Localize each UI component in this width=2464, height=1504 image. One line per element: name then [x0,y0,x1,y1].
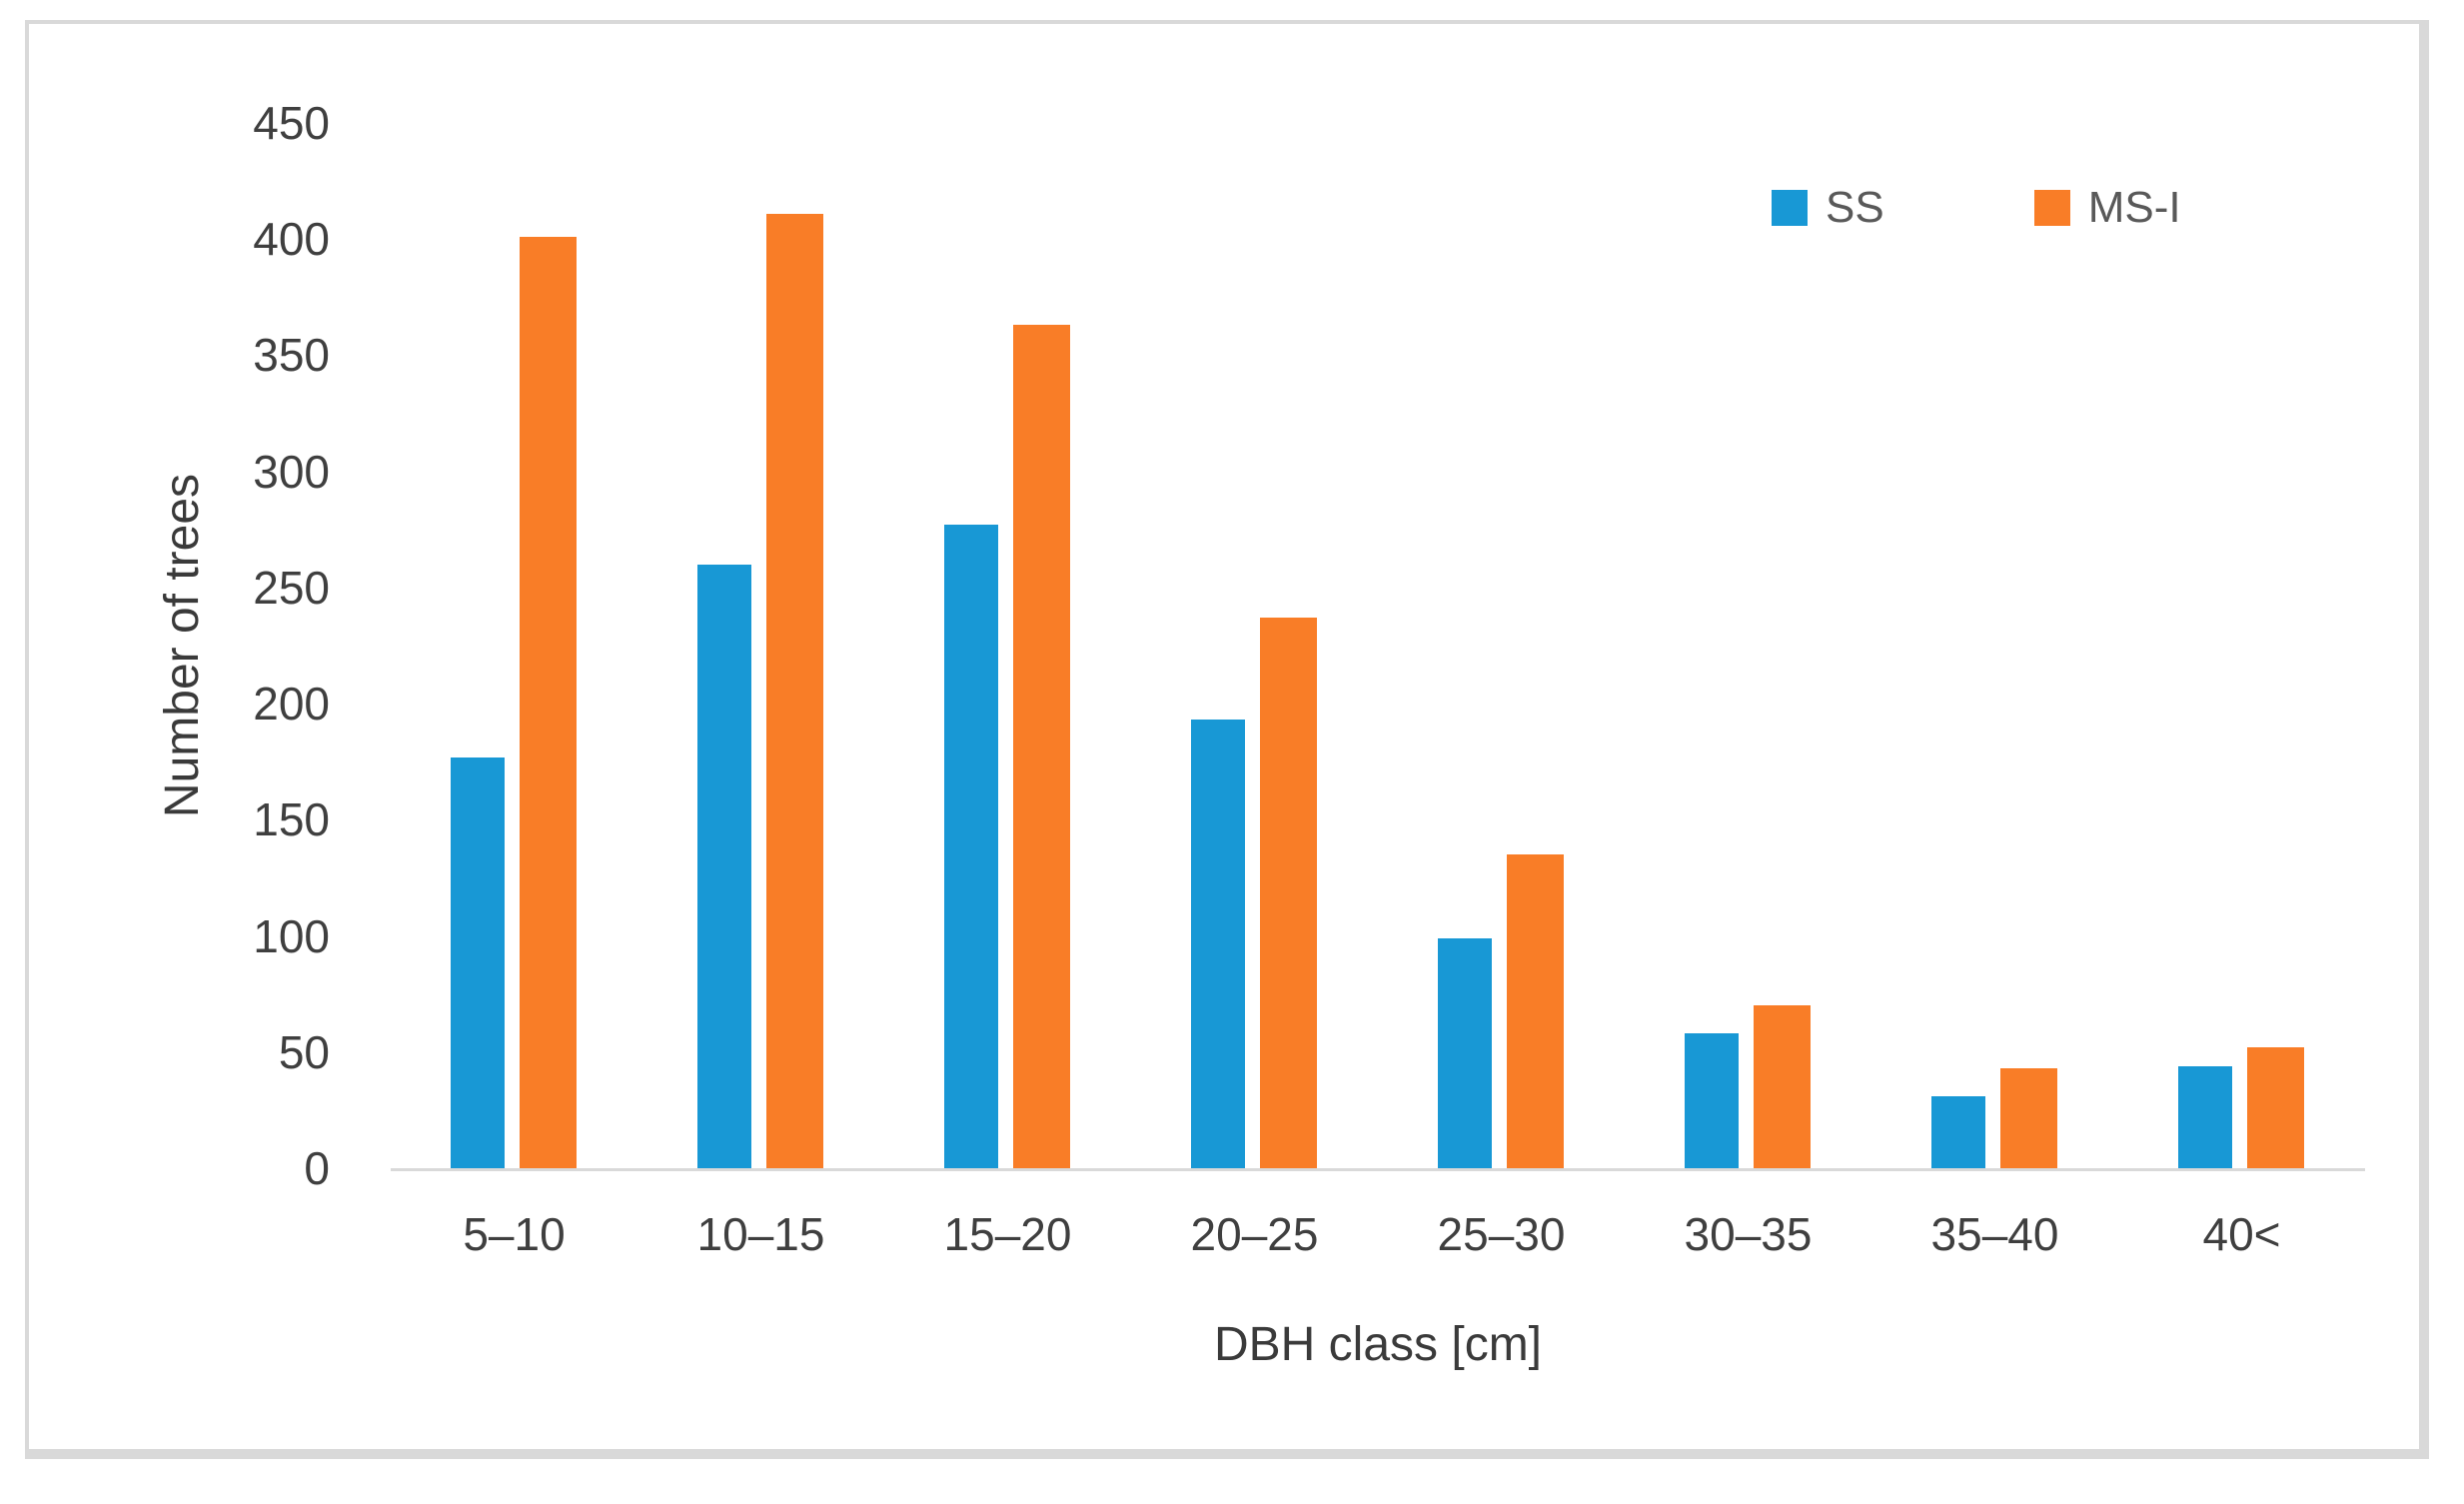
y-tick-label: 100 [253,909,330,962]
plot-area [391,123,2365,1171]
y-tick-label: 250 [253,561,330,614]
bar-ss-5–10 [451,756,505,1168]
bar-ms-i-10–15 [766,213,823,1168]
x-tick-label: 10–15 [696,1208,825,1260]
legend-label: MS-I [2087,183,2181,232]
bar-ms-i-15–20 [1013,325,1070,1168]
bar-ms-i-5–10 [520,236,577,1168]
y-tick-label: 50 [278,1025,330,1078]
x-tick-label: 30–35 [1684,1208,1813,1260]
y-tick-label: 150 [253,793,330,846]
bar-ss-30–35 [1685,1033,1739,1168]
legend-item-ms-i: MS-I [2033,183,2181,232]
bar-ss-40< [2178,1065,2232,1168]
y-tick-label: 200 [253,678,330,731]
y-tick-label: 0 [304,1142,330,1194]
legend-swatch-ms-i [2033,190,2070,226]
legend-label: SS [1826,183,1884,232]
x-axis-line [391,1168,2365,1171]
x-axis-title: DBH class [cm] [1213,1318,1543,1371]
x-tick-label: 25–30 [1437,1208,1566,1260]
y-tick-label: 300 [253,445,330,498]
x-tick-label: 15–20 [943,1208,1072,1260]
bar-ms-i-40< [2247,1047,2304,1168]
bar-ss-20–25 [1191,720,1245,1168]
legend: SS MS-I [1772,186,2181,230]
bar-ms-i-25–30 [1507,854,1564,1168]
x-tick-label: 20–25 [1190,1208,1319,1260]
y-axis-title: Number of trees [156,473,209,818]
bar-ss-15–20 [944,525,998,1168]
x-tick-label: 40< [2202,1208,2281,1260]
bar-ss-10–15 [697,564,751,1168]
legend-swatch-ss [1772,190,1808,226]
y-tick-label: 450 [253,97,330,149]
bar-ss-35–40 [1931,1095,1985,1168]
legend-item-ss: SS [1772,186,1884,230]
bar-ms-i-35–40 [2000,1068,2057,1168]
bar-ms-i-20–25 [1260,618,1317,1168]
y-tick-label: 350 [253,329,330,382]
bar-ss-25–30 [1438,937,1492,1168]
y-tick-label: 400 [253,213,330,266]
x-tick-label: 35–40 [1930,1208,2059,1260]
bar-ms-i-30–35 [1754,1005,1811,1168]
x-tick-label: 5–10 [463,1208,566,1260]
